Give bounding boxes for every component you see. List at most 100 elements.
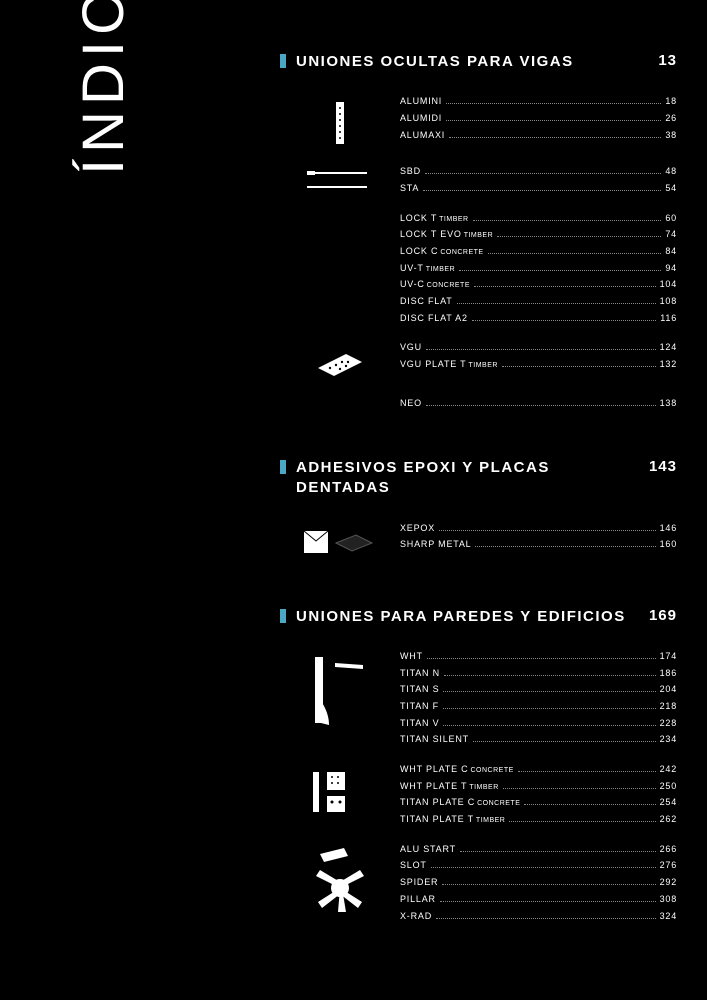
section-header: UNIONES PARA PAREDES Y EDIFICIOS 169: [280, 607, 677, 627]
entry-sublabel: TIMBER: [476, 816, 505, 825]
toc-entry: SHARP METAL 160: [400, 539, 677, 551]
entry-label: VGU PLATE T: [400, 359, 466, 371]
entry-label: WHT PLATE C: [400, 764, 468, 776]
entry-list: ALU START 266 SLOT 276 SPIDER 292 PILLAR…: [400, 844, 677, 922]
entry-label: VGU: [400, 342, 422, 354]
leader-dots: [443, 725, 655, 726]
entry-list: WHT PLATE C CONCRETE 242 WHT PLATE T TIM…: [400, 764, 677, 826]
toc-group: ALU START 266 SLOT 276 SPIDER 292 PILLAR…: [280, 844, 677, 922]
toc-entry: TITAN S 204: [400, 684, 677, 696]
entry-page: 54: [665, 183, 677, 195]
entry-label: DISC FLAT A2: [400, 313, 468, 325]
entry-page: 48: [665, 166, 677, 178]
entry-sublabel: TIMBER: [464, 231, 493, 240]
toc-entry: LOCK T TIMBER 60: [400, 213, 677, 225]
entry-page: 26: [665, 113, 677, 125]
entry-label: LOCK T EVO: [400, 229, 462, 241]
entry-list: VGU 124 VGU PLATE T TIMBER 132: [400, 342, 677, 380]
entry-sublabel: CONCRETE: [440, 248, 483, 257]
entry-label: TITAN F: [400, 701, 439, 713]
entry-label: TITAN PLATE C: [400, 797, 475, 809]
entry-label: DISC FLAT: [400, 296, 453, 308]
entry-page: 104: [660, 279, 677, 291]
entry-label: ALUMIDI: [400, 113, 442, 125]
toc-entry: TITAN N 186: [400, 668, 677, 680]
toc-entry: VGU PLATE T TIMBER 132: [400, 359, 677, 371]
section-title: ADHESIVOS EPOXI Y PLACAS DENTADAS: [296, 458, 639, 499]
section-header: UNIONES OCULTAS PARA VIGAS 13: [280, 52, 677, 72]
entry-list: SBD 48 STA 54: [400, 166, 677, 194]
toc-entry: TITAN V 228: [400, 718, 677, 730]
epoxy-icon: [280, 523, 400, 559]
toc-entry: LOCK C CONCRETE 84: [400, 246, 677, 258]
toc-entry: XEPOX 146: [400, 523, 677, 535]
section-page: 143: [649, 458, 677, 475]
leader-dots: [509, 821, 655, 822]
iso-bracket-icon: [280, 342, 400, 380]
entry-sublabel: TIMBER: [426, 265, 455, 274]
entry-page: 250: [660, 781, 677, 793]
rod-icon: [280, 166, 400, 194]
toc-entry: VGU 124: [400, 342, 677, 354]
entry-list: ALUMINI 18 ALUMIDI 26 ALUMAXI 38: [400, 96, 677, 148]
leader-dots: [443, 691, 655, 692]
entry-label: LOCK C: [400, 246, 438, 258]
toc-section: ADHESIVOS EPOXI Y PLACAS DENTADAS 143 XE…: [280, 458, 677, 559]
entry-label: TITAN N: [400, 668, 440, 680]
toc-entry: SPIDER 292: [400, 877, 677, 889]
leader-dots: [518, 771, 656, 772]
entry-label: TITAN V: [400, 718, 439, 730]
entry-page: 276: [660, 860, 677, 872]
entry-sublabel: TIMBER: [468, 361, 497, 370]
leader-dots: [446, 103, 661, 104]
entry-page: 174: [660, 651, 677, 663]
plate-holes-icon: [280, 96, 400, 148]
entry-page: 124: [660, 342, 677, 354]
section-accent-mark: [280, 54, 286, 68]
toc-entry: SLOT 276: [400, 860, 677, 872]
entry-label: TITAN S: [400, 684, 439, 696]
toc-section: UNIONES PARA PAREDES Y EDIFICIOS 169 WHT…: [280, 607, 677, 923]
entry-page: 94: [665, 263, 677, 275]
entry-sublabel: CONCRETE: [477, 799, 520, 808]
entry-page: 242: [660, 764, 677, 776]
leader-dots: [473, 741, 656, 742]
toc-entry: DISC FLAT A2 116: [400, 313, 677, 325]
toc-entry: ALUMAXI 38: [400, 130, 677, 142]
leader-dots: [440, 901, 656, 902]
entry-page: 254: [660, 797, 677, 809]
entry-list: NEO 138: [400, 398, 677, 410]
entry-label: STA: [400, 183, 419, 195]
leader-dots: [442, 884, 655, 885]
entry-sublabel: TIMBER: [439, 215, 468, 224]
entry-page: 308: [660, 894, 677, 906]
entry-list: LOCK T TIMBER 60 LOCK T EVO TIMBER 74 LO…: [400, 213, 677, 325]
toc-entry: WHT PLATE C CONCRETE 242: [400, 764, 677, 776]
entry-page: 116: [660, 313, 677, 325]
entry-page: 262: [660, 814, 677, 826]
entry-page: 324: [660, 911, 677, 923]
toc-entry: DISC FLAT 108: [400, 296, 677, 308]
entry-list: XEPOX 146 SHARP METAL 160: [400, 523, 677, 559]
leader-dots: [425, 173, 661, 174]
toc-entry: TITAN SILENT 234: [400, 734, 677, 746]
toc-entry: TITAN PLATE C CONCRETE 254: [400, 797, 677, 809]
entry-page: 108: [660, 296, 677, 308]
entry-page: 138: [660, 398, 677, 410]
toc-group: XEPOX 146 SHARP METAL 160: [280, 523, 677, 559]
leader-dots: [472, 320, 656, 321]
toc-section: UNIONES OCULTAS PARA VIGAS 13 ALUMINI 18…: [280, 52, 677, 410]
entry-label: ALUMINI: [400, 96, 442, 108]
toc-group: NEO 138: [280, 398, 677, 410]
entry-label: UV-C: [400, 279, 425, 291]
entry-label: ALU START: [400, 844, 456, 856]
spider-icon: [280, 844, 400, 922]
toc-group: ALUMINI 18 ALUMIDI 26 ALUMAXI 38: [280, 96, 677, 148]
toc-entry: ALU START 266: [400, 844, 677, 856]
entry-label: UV-T: [400, 263, 424, 275]
section-accent-mark: [280, 460, 286, 474]
entry-sublabel: TIMBER: [469, 783, 498, 792]
page-title: ÍNDICE: [70, 0, 137, 175]
leader-dots: [426, 349, 656, 350]
toc-entry: TITAN F 218: [400, 701, 677, 713]
